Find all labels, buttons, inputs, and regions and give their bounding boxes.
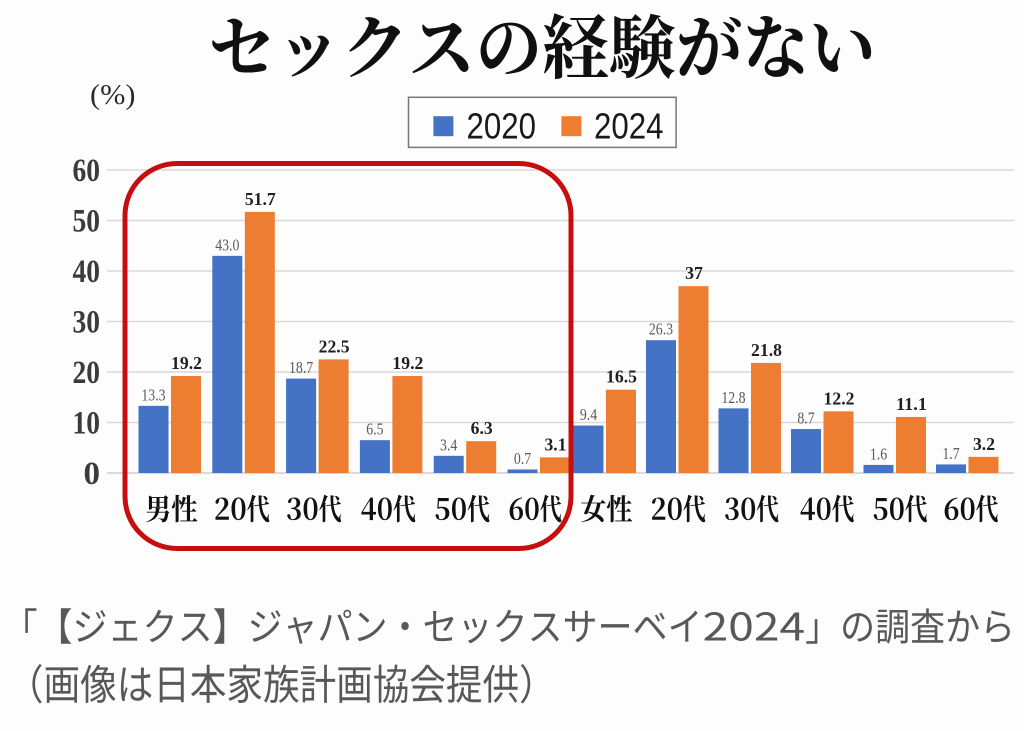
svg-text:3.2: 3.2	[973, 434, 995, 454]
svg-text:40: 40	[73, 254, 101, 290]
svg-text:50: 50	[73, 204, 101, 240]
svg-text:18.7: 18.7	[289, 358, 314, 377]
svg-text:30: 30	[73, 305, 101, 341]
svg-text:6.3: 6.3	[471, 418, 493, 438]
svg-text:0.7: 0.7	[514, 449, 532, 468]
svg-text:10: 10	[73, 406, 101, 442]
svg-text:12.8: 12.8	[721, 388, 745, 407]
svg-text:20: 20	[73, 355, 101, 391]
svg-text:3.1: 3.1	[545, 434, 567, 454]
svg-text:22.5: 22.5	[319, 336, 350, 356]
svg-text:0: 0	[84, 456, 101, 492]
svg-text:12.2: 12.2	[824, 388, 855, 408]
svg-text:21.8: 21.8	[751, 340, 782, 360]
svg-text:2020: 2020	[467, 106, 537, 147]
svg-text:60: 60	[73, 153, 101, 189]
svg-text:1.7: 1.7	[942, 444, 960, 463]
svg-text:13.3: 13.3	[141, 385, 165, 404]
svg-text:(%): (%)	[90, 79, 136, 111]
svg-text:37: 37	[685, 263, 703, 283]
svg-text:51.7: 51.7	[245, 189, 276, 209]
svg-text:43.0: 43.0	[215, 235, 239, 254]
svg-text:9.4: 9.4	[580, 405, 598, 424]
svg-text:2024: 2024	[594, 106, 664, 147]
svg-text:26.3: 26.3	[649, 320, 673, 339]
svg-text:3.4: 3.4	[440, 435, 458, 454]
svg-text:16.5: 16.5	[606, 367, 637, 387]
svg-text:8.7: 8.7	[797, 409, 815, 428]
svg-text:19.2: 19.2	[171, 353, 202, 373]
svg-text:19.2: 19.2	[392, 353, 423, 373]
svg-text:6.5: 6.5	[366, 420, 383, 439]
svg-text:11.1: 11.1	[896, 394, 927, 414]
svg-text:1.6: 1.6	[870, 444, 887, 463]
